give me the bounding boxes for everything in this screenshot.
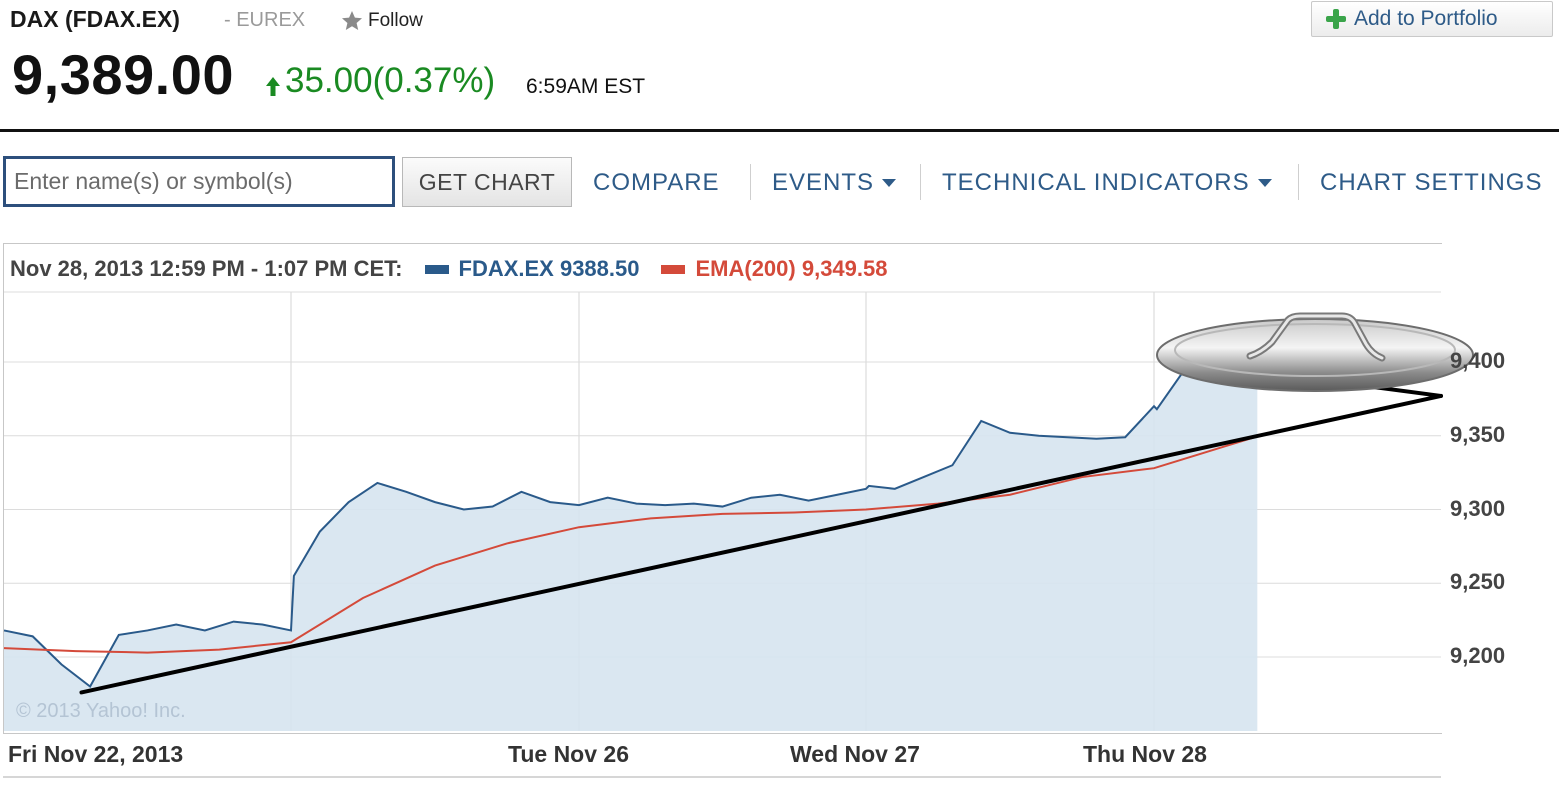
x-axis-tick-label: Tue Nov 26	[508, 741, 629, 767]
chart-bottom-rule	[3, 776, 1441, 778]
page-title: DAX (FDAX.EX)	[10, 6, 180, 32]
series1-swatch	[424, 264, 449, 274]
plus-icon	[1326, 9, 1346, 29]
legend-series2: EMA(200) 9,349.58	[695, 256, 888, 281]
legend-series1: FDAX.EX 9388.50	[458, 256, 640, 281]
y-axis-tick-label: 9,350	[1450, 421, 1506, 447]
events-label: EVENTS	[772, 169, 875, 196]
pot-lid-image	[1156, 312, 1474, 392]
y-axis-tick-label: 9,300	[1450, 495, 1506, 521]
chart-frame	[3, 243, 1442, 734]
x-axis-tick-label: Fri Nov 22, 2013	[8, 741, 184, 767]
follow-label: Follow	[368, 10, 423, 31]
get-chart-button[interactable]: GET CHART	[402, 157, 572, 207]
drawn-trendline	[79, 393, 1443, 695]
chart-settings-menu[interactable]: CHART SETTINGS	[1320, 169, 1542, 197]
technical-indicators-menu[interactable]: TECHNICAL INDICATORS	[942, 169, 1272, 197]
y-axis-tick-label: 9,250	[1450, 569, 1506, 595]
compare-label: COMPARE	[593, 169, 720, 196]
series2-swatch	[661, 264, 686, 274]
y-axis-tick-label: 9,400	[1450, 348, 1506, 373]
ema-series-line	[3, 435, 1258, 654]
chart-legend: Nov 28, 2013 12:59 PM - 1:07 PM CET: FDA…	[10, 256, 887, 282]
technical-indicators-label: TECHNICAL INDICATORS	[942, 169, 1250, 196]
star-icon	[342, 11, 362, 30]
header-divider	[0, 129, 1559, 132]
add-to-portfolio-label: Add to Portfolio	[1354, 7, 1498, 30]
chart-copyright: © 2013 Yahoo! Inc.	[16, 700, 186, 722]
current-price: 9,389.00	[12, 43, 234, 106]
exchange-label: - EUREX	[224, 9, 306, 31]
up-arrow-icon	[266, 77, 280, 96]
x-axis-tick-label: Thu Nov 28	[1083, 741, 1207, 767]
events-menu[interactable]: EVENTS	[772, 169, 897, 197]
toolbar-separator	[1298, 164, 1299, 200]
compare-link[interactable]: COMPARE	[593, 169, 720, 197]
add-to-portfolio-button[interactable]: Add to Portfolio	[1311, 1, 1553, 37]
x-axis-tick-label: Wed Nov 27	[790, 741, 920, 767]
price-series-line	[3, 368, 1258, 689]
symbol-search-input[interactable]	[3, 156, 395, 207]
toolbar-separator	[750, 164, 751, 200]
chart-settings-label: CHART SETTINGS	[1320, 169, 1543, 196]
price-change-value: 35.00(0.37%)	[285, 61, 496, 100]
toolbar-separator	[920, 164, 921, 200]
caret-down-icon	[1257, 179, 1272, 187]
caret-down-icon	[882, 179, 897, 187]
y-axis-tick-label: 9,200	[1450, 643, 1506, 668]
price-change: 35.00(0.37%)	[265, 61, 495, 101]
legend-range: Nov 28, 2013 12:59 PM - 1:07 PM CET:	[10, 256, 403, 281]
price-area-fill	[4, 369, 1258, 731]
quote-timestamp: 6:59AM EST	[526, 75, 646, 98]
follow-button[interactable]: Follow	[340, 9, 423, 33]
